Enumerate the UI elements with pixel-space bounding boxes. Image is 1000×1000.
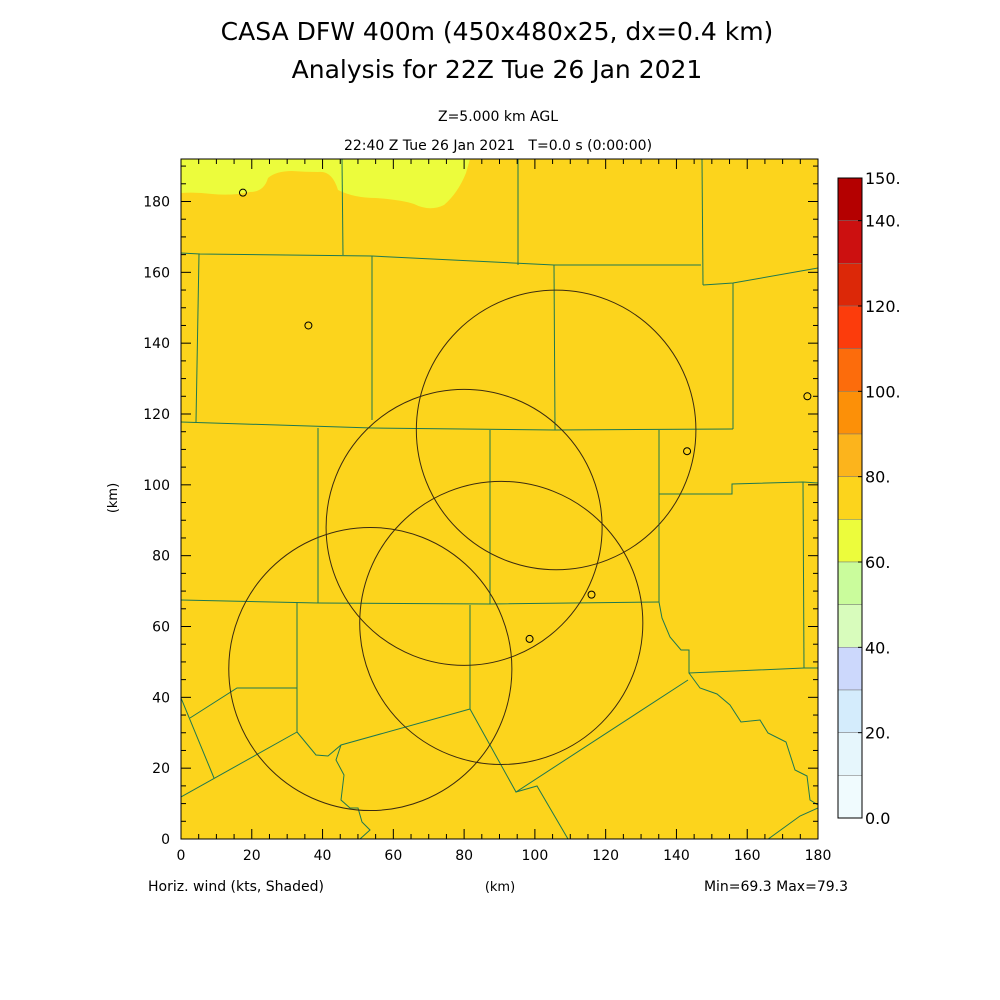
y-tick-label: 60 <box>152 620 170 636</box>
low-wind-region <box>181 159 470 209</box>
y-tick-label: 40 <box>152 690 170 706</box>
colorbar-swatch <box>837 647 863 691</box>
y-tick-label: 20 <box>152 761 170 777</box>
colorbar-label: 40. <box>865 638 890 657</box>
colorbar-swatch <box>837 775 863 819</box>
colorbar-swatch <box>837 561 863 605</box>
colorbar-label: 0.0 <box>865 809 890 828</box>
x-tick-label: 0 <box>177 848 186 864</box>
colorbar-labels: 150. 140. 120. 100. 80. 60. 40. 20. 0.0 <box>858 169 901 828</box>
x-tick-label: 120 <box>592 848 619 864</box>
colorbar-label: 60. <box>865 553 890 572</box>
colorbar-swatch <box>837 433 863 477</box>
subtitle-level: Z=5.000 km AGL <box>438 109 558 125</box>
colorbar-label: 120. <box>865 297 901 316</box>
radar-site-marker-4 <box>683 447 692 456</box>
radar-range-ring-3 <box>359 480 644 766</box>
title-line-1: CASA DFW 400m (450x480x25, dx=0.4 km) <box>221 17 774 46</box>
radar-site-marker-1 <box>238 188 247 197</box>
field-description: Horiz. wind (kts, Shaded) <box>148 879 324 895</box>
colorbar-swatch <box>837 689 863 733</box>
colorbar-label: 20. <box>865 724 890 743</box>
x-tick-label: 80 <box>455 848 473 864</box>
colorbar-swatch <box>837 732 863 776</box>
radar-range-ring-4 <box>228 526 513 812</box>
map-panel <box>180 158 819 840</box>
wind-field-shading <box>181 159 818 839</box>
y-tick-label: 120 <box>143 407 170 423</box>
colorbar-label: 100. <box>865 382 901 401</box>
x-tick-label: 20 <box>243 848 261 864</box>
colorbar-swatch <box>837 220 863 264</box>
colorbar-label: 150. <box>865 169 901 188</box>
colorbar-label: 80. <box>865 468 890 487</box>
y-tick-label: 100 <box>143 478 170 494</box>
radar-site-marker-6 <box>525 634 534 643</box>
colorbar-swatch <box>837 305 863 349</box>
county-boundaries <box>181 159 818 839</box>
y-axis: 0 20 40 60 80 100 120 140 160 180 <box>143 165 818 848</box>
min-max-readout: Min=69.3 Max=79.3 <box>704 879 848 895</box>
x-tick-label: 40 <box>314 848 332 864</box>
x-tick-label: 160 <box>734 848 761 864</box>
colorbar-frame <box>837 177 863 819</box>
x-axis-label: (km) <box>485 880 515 895</box>
colorbar <box>837 177 863 819</box>
y-tick-label: 180 <box>143 195 170 211</box>
x-tick-label: 100 <box>522 848 549 864</box>
y-tick-label: 0 <box>161 832 170 848</box>
y-axis-label: (km) <box>106 483 121 513</box>
x-axis: 0 20 40 60 80 100 120 140 160 180 <box>177 159 832 864</box>
radar-range-rings <box>228 289 697 812</box>
colorbar-swatch <box>837 177 863 221</box>
colorbar-swatch <box>837 519 863 563</box>
radar-range-ring-2 <box>325 388 603 666</box>
colorbar-swatch <box>837 476 863 520</box>
subtitle-time: 22:40 Z Tue 26 Jan 2021 T=0.0 s (0:00:00… <box>344 138 652 154</box>
colorbar-swatch <box>837 391 863 435</box>
radar-site-marker-5 <box>587 590 596 599</box>
x-tick-label: 60 <box>384 848 402 864</box>
colorbar-swatch <box>837 263 863 307</box>
title-line-2: Analysis for 22Z Tue 26 Jan 2021 <box>292 55 703 84</box>
x-tick-label: 140 <box>663 848 690 864</box>
radar-site-markers <box>238 188 812 643</box>
y-tick-label: 160 <box>143 265 170 281</box>
radar-site-marker-2 <box>304 321 313 330</box>
radar-site-marker-3 <box>803 392 812 401</box>
x-tick-label: 180 <box>805 848 832 864</box>
colorbar-swatch <box>837 348 863 392</box>
y-tick-label: 80 <box>152 549 170 565</box>
radar-range-ring-1 <box>415 289 697 571</box>
y-tick-label: 140 <box>143 336 170 352</box>
colorbar-label: 140. <box>865 212 901 231</box>
colorbar-swatch <box>837 604 863 648</box>
